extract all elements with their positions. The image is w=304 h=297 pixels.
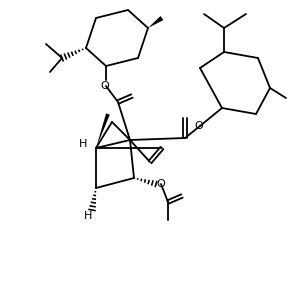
Text: H: H — [79, 139, 87, 149]
Text: O: O — [157, 179, 165, 189]
Text: H: H — [84, 211, 92, 221]
Polygon shape — [96, 113, 110, 148]
Text: O: O — [101, 81, 109, 91]
Polygon shape — [148, 16, 164, 28]
Text: O: O — [195, 121, 203, 131]
